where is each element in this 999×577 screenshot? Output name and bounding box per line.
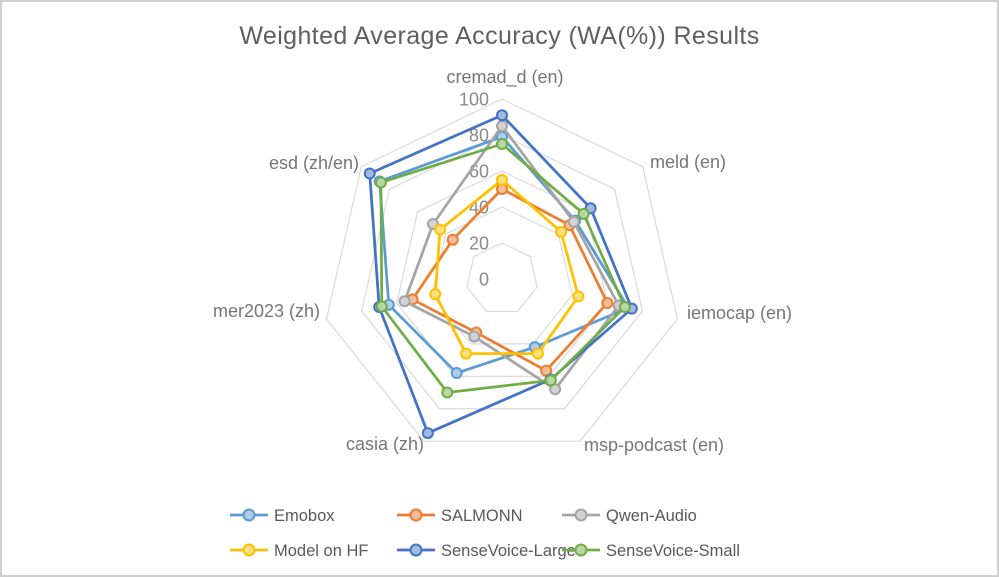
data-point-5-5	[375, 300, 388, 313]
radial-tick-label: 60	[469, 161, 489, 181]
legend-marker-1	[409, 508, 423, 522]
data-point-3-6	[434, 223, 447, 236]
legend-marker-5	[574, 543, 588, 557]
data-point-1-6	[446, 233, 459, 246]
data-point-3-1	[555, 225, 568, 238]
series-line-3	[433, 178, 580, 355]
radial-tick-label: 100	[459, 89, 489, 109]
grid-ring	[431, 206, 573, 345]
series-line-4	[368, 113, 634, 435]
data-point-3-4	[460, 347, 473, 360]
data-point-4-0	[496, 109, 508, 122]
legend-label-4: SenseVoice-Large	[441, 542, 576, 560]
radial-tick-label: 20	[469, 233, 489, 253]
axis-label-3: msp-podcast (en)	[584, 435, 724, 455]
radial-tick-label: 0	[479, 269, 489, 289]
axis-label-5: mer2023 (zh)	[213, 301, 320, 321]
data-point-3-0	[496, 174, 508, 186]
data-point-5-2	[618, 301, 631, 314]
data-point-5-4	[441, 386, 454, 399]
legend-marker-2	[574, 508, 588, 522]
series-line-1	[411, 187, 609, 373]
data-point-1-2	[601, 297, 614, 310]
legend-marker-0	[242, 508, 256, 522]
data-point-4-6	[363, 167, 376, 180]
chart-title: Weighted Average Accuracy (WA(%)) Result…	[239, 22, 760, 50]
data-point-3-3	[531, 347, 544, 360]
grid-ring	[325, 98, 679, 442]
data-point-4-4	[421, 427, 434, 440]
legend-label-0: Emobox	[274, 507, 335, 525]
data-point-5-0	[496, 138, 508, 150]
data-point-3-2	[572, 290, 585, 303]
axis-label-1: meld (en)	[650, 152, 726, 172]
data-point-5-1	[577, 207, 590, 220]
series-line-5	[379, 142, 627, 394]
data-point-5-6	[374, 176, 387, 189]
data-point-2-5	[398, 295, 411, 308]
legend-label-5: SenseVoice-Small	[606, 542, 740, 560]
data-point-2-4	[468, 330, 481, 343]
axis-label-4: casia (zh)	[346, 434, 424, 454]
legend-label-3: Model on HF	[274, 542, 368, 560]
axis-label-6: esd (zh/en)	[269, 153, 359, 173]
data-point-5-3	[544, 374, 557, 387]
data-point-2-1	[567, 215, 580, 228]
legend-marker-4	[409, 543, 423, 557]
legend-marker-3	[242, 543, 256, 557]
axis-label-0: cremad_d (en)	[446, 67, 563, 88]
grid-ring	[360, 134, 644, 410]
axis-label-2: iemocap (en)	[687, 303, 792, 323]
series-line-2	[403, 124, 621, 391]
radial-tick-label: 80	[469, 125, 489, 145]
legend-label-1: SALMONN	[441, 507, 523, 525]
data-point-0-4	[450, 367, 463, 380]
legend-label-2: Qwen-Audio	[606, 507, 697, 525]
data-point-3-5	[429, 288, 442, 301]
grid-ring	[466, 242, 538, 313]
data-point-2-0	[496, 120, 508, 132]
